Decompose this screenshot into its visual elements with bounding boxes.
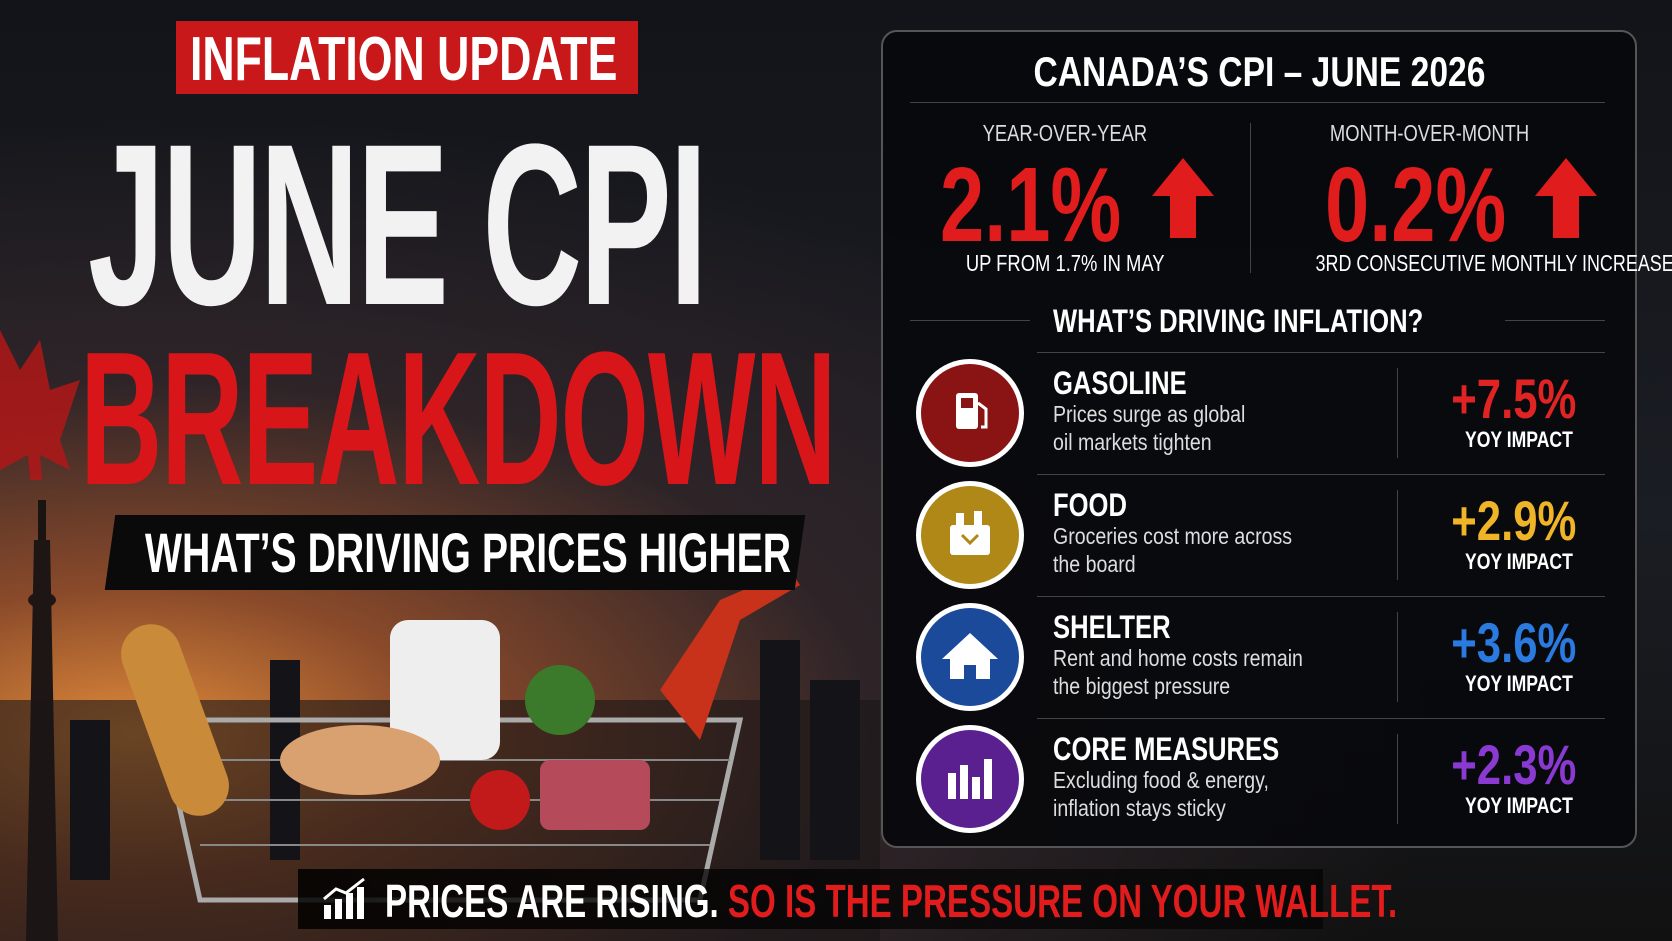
driver-icon-wrap (914, 601, 1026, 718)
driver-icon (916, 603, 1024, 711)
driver-name-text: FOOD (1053, 487, 1127, 523)
driver-value: +2.9% (1400, 488, 1576, 553)
driver-name: FOOD (1053, 487, 1145, 524)
title-line2: BREAKDOWN (80, 310, 1339, 528)
stat-label: YEAR-OVER-YEAR (910, 120, 1220, 147)
subtitle-text: WHAT’S DRIVING PRICES HIGHER (145, 521, 792, 584)
stat-value-text: 0.2% (1325, 146, 1507, 264)
driver-unit: YOY IMPACT (1400, 427, 1573, 453)
stat-note: 3RD CONSECUTIVE MONTHLY INCREASE (1265, 250, 1672, 277)
driver-name: CORE MEASURES (1053, 731, 1336, 768)
driver-desc: the biggest pressure (1053, 672, 1261, 700)
driver-icon-wrap (914, 479, 1026, 596)
row-divider (1037, 352, 1605, 353)
divider (910, 102, 1605, 103)
row-divider (1037, 474, 1605, 475)
driver-unit: YOY IMPACT (1400, 793, 1573, 819)
driver-name: SHELTER (1053, 609, 1200, 646)
title-line2-text: BREAKDOWN (80, 313, 837, 525)
panel-title-text: CANADA’S CPI – JUNE 2026 (1033, 48, 1485, 95)
driver-value-text: +7.5% (1450, 367, 1576, 430)
driver-unit: YOY IMPACT (1400, 671, 1573, 697)
footer-rest: SO IS THE PRESSURE ON YOUR WALLET. (727, 875, 1398, 927)
footer-bar (298, 869, 1323, 929)
tag-text: INFLATION UPDATE (190, 25, 618, 94)
driver-desc: Groceries cost more across (1053, 522, 1334, 550)
drivers-title-text: WHAT’S DRIVING INFLATION? (1053, 303, 1424, 339)
driver-desc-text: Prices surge as global (1053, 401, 1246, 427)
panel-title: CANADA’S CPI – JUNE 2026 (881, 48, 1637, 96)
driver-unit-text: YOY IMPACT (1465, 793, 1573, 818)
driver-desc-text: the board (1053, 551, 1136, 577)
up-arrow (1152, 158, 1214, 238)
driver-icon (916, 481, 1024, 589)
driver-unit-text: YOY IMPACT (1465, 427, 1573, 452)
driver-value: +7.5% (1400, 366, 1576, 431)
tag-box (176, 21, 638, 94)
divider (1250, 123, 1251, 273)
driver-value: +3.6% (1400, 610, 1576, 675)
stat-label-text: MONTH-OVER-MONTH (1330, 120, 1530, 146)
row-divider (1397, 612, 1398, 702)
title-line1: JUNE CPI (88, 92, 1117, 357)
row-divider (1037, 718, 1605, 719)
divider (1505, 320, 1605, 321)
driver-desc: the board (1053, 550, 1150, 578)
driver-desc-text: the biggest pressure (1053, 673, 1231, 699)
driver-desc-text: Groceries cost more across (1053, 523, 1293, 549)
driver-icon (916, 725, 1024, 833)
driver-name-text: GASOLINE (1053, 365, 1187, 401)
driver-desc: Rent and home costs remain (1053, 644, 1347, 672)
stat-label: MONTH-OVER-MONTH (1275, 120, 1585, 147)
row-divider (1037, 596, 1605, 597)
driver-desc: oil markets tighten (1053, 428, 1240, 456)
driver-name-text: SHELTER (1053, 609, 1171, 645)
row-divider (1397, 368, 1398, 458)
driver-value-text: +2.3% (1450, 733, 1576, 796)
driver-value-text: +3.6% (1450, 611, 1576, 674)
driver-name-text: CORE MEASURES (1053, 731, 1280, 767)
driver-desc: inflation stays sticky (1053, 794, 1256, 822)
driver-desc-text: oil markets tighten (1053, 429, 1212, 455)
footer-lead: PRICES ARE RISING. (385, 875, 719, 927)
driver-unit-text: YOY IMPACT (1465, 671, 1573, 696)
driver-desc: Excluding food & energy, (1053, 766, 1307, 794)
up-arrow (1535, 158, 1597, 238)
driver-desc-text: Excluding food & energy, (1053, 767, 1269, 793)
stat-label-text: YEAR-OVER-YEAR (982, 120, 1148, 146)
stat-note-text: UP FROM 1.7% IN MAY (965, 250, 1165, 276)
footer: PRICES ARE RISING. SO IS THE PRESSURE ON… (385, 874, 1672, 928)
driver-value-text: +2.9% (1450, 489, 1576, 552)
drivers-title: WHAT’S DRIVING INFLATION? (1053, 303, 1516, 340)
title-line1-text: JUNE CPI (88, 96, 708, 353)
subtitle: WHAT’S DRIVING PRICES HIGHER (145, 520, 1068, 585)
driver-unit-text: YOY IMPACT (1465, 549, 1573, 574)
driver-desc-text: inflation stays sticky (1053, 795, 1226, 821)
driver-name: GASOLINE (1053, 365, 1220, 402)
stat-note: UP FROM 1.7% IN MAY (910, 250, 1220, 277)
divider (910, 320, 1030, 321)
driver-icon (916, 359, 1024, 467)
driver-desc: Prices surge as global (1053, 400, 1279, 428)
driver-value: +2.3% (1400, 732, 1576, 797)
stat-value: 0.2% (1325, 145, 1567, 266)
footer-icon (323, 877, 365, 919)
row-divider (1397, 734, 1398, 824)
driver-icon-wrap (914, 357, 1026, 474)
driver-icon-wrap (914, 723, 1026, 840)
driver-desc-text: Rent and home costs remain (1053, 645, 1303, 671)
tag: INFLATION UPDATE (190, 24, 784, 95)
driver-unit: YOY IMPACT (1400, 549, 1573, 575)
stat-value-text: 2.1% (940, 146, 1122, 264)
stat-note-text: 3RD CONSECUTIVE MONTHLY INCREASE (1315, 250, 1672, 276)
stat-value: 2.1% (940, 145, 1182, 266)
row-divider (1397, 490, 1398, 580)
